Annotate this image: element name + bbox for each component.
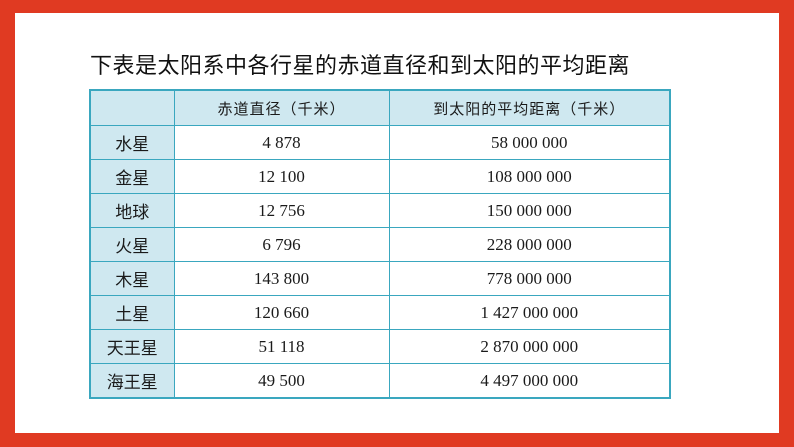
diameter-cell: 12 100 <box>173 159 390 194</box>
diameter-cell: 120 660 <box>173 295 390 330</box>
diameter-cell: 12 756 <box>173 193 390 228</box>
table-row: 土星 120 660 1 427 000 000 <box>89 295 671 330</box>
table-row: 水星 4 878 58 000 000 <box>89 125 671 160</box>
planet-name: 金星 <box>89 159 175 194</box>
diameter-cell: 143 800 <box>173 261 390 296</box>
distance-cell: 778 000 000 <box>388 261 671 296</box>
distance-cell: 58 000 000 <box>388 125 671 160</box>
diameter-cell: 4 878 <box>173 125 390 160</box>
planet-table: 赤道直径（千米） 到太阳的平均距离（千米） 水星 4 878 58 000 00… <box>89 89 671 399</box>
planet-name: 海王星 <box>89 363 175 399</box>
table-row: 地球 12 756 150 000 000 <box>89 193 671 228</box>
planet-name: 地球 <box>89 193 175 228</box>
table-row: 火星 6 796 228 000 000 <box>89 227 671 262</box>
planet-name: 木星 <box>89 261 175 296</box>
table-row: 木星 143 800 778 000 000 <box>89 261 671 296</box>
diameter-cell: 51 118 <box>173 329 390 364</box>
distance-cell: 150 000 000 <box>388 193 671 228</box>
distance-cell: 1 427 000 000 <box>388 295 671 330</box>
planet-name: 土星 <box>89 295 175 330</box>
planet-name: 天王星 <box>89 329 175 364</box>
table-row: 天王星 51 118 2 870 000 000 <box>89 329 671 364</box>
column-header-distance: 到太阳的平均距离（千米） <box>388 89 671 126</box>
corner-cell <box>89 89 175 126</box>
planet-name: 水星 <box>89 125 175 160</box>
diameter-cell: 49 500 <box>173 363 390 399</box>
column-header-diameter: 赤道直径（千米） <box>173 89 390 126</box>
table-row: 金星 12 100 108 000 000 <box>89 159 671 194</box>
distance-cell: 108 000 000 <box>388 159 671 194</box>
distance-cell: 4 497 000 000 <box>388 363 671 399</box>
slide-title: 下表是太阳系中各行星的赤道直径和到太阳的平均距离 <box>90 54 631 79</box>
planet-name: 火星 <box>89 227 175 262</box>
diameter-cell: 6 796 <box>173 227 390 262</box>
distance-cell: 228 000 000 <box>388 227 671 262</box>
table-header-row: 赤道直径（千米） 到太阳的平均距离（千米） <box>89 89 671 126</box>
distance-cell: 2 870 000 000 <box>388 329 671 364</box>
table-row: 海王星 49 500 4 497 000 000 <box>89 363 671 399</box>
slide: 下表是太阳系中各行星的赤道直径和到太阳的平均距离 赤道直径（千米） 到太阳的平均… <box>15 13 779 433</box>
